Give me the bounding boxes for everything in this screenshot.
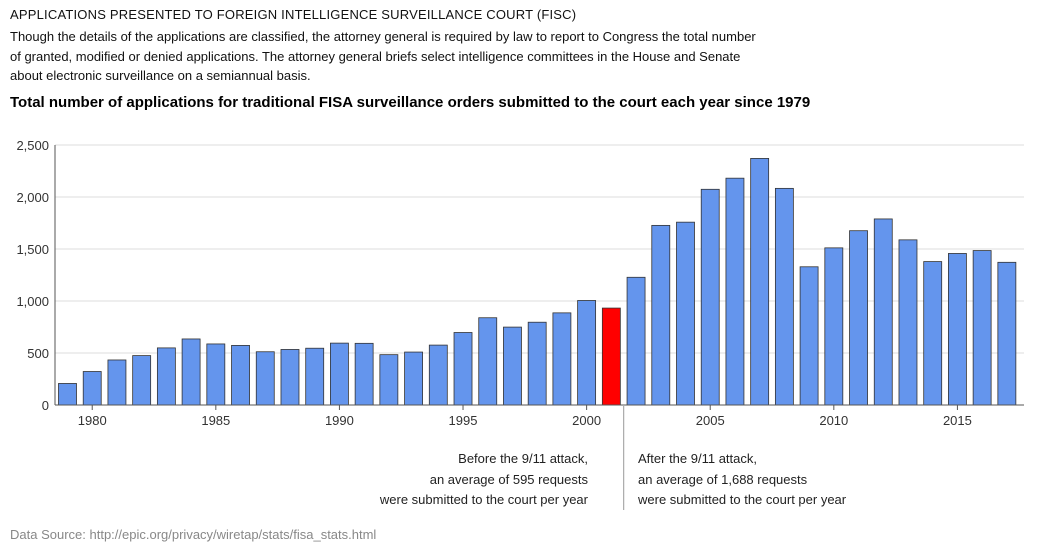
bar bbox=[132, 355, 152, 406]
annotation-line: Before the 9/11 attack, bbox=[458, 451, 588, 466]
bar bbox=[972, 250, 992, 406]
bar bbox=[453, 332, 473, 406]
annotation-before-911: Before the 9/11 attack, an average of 59… bbox=[380, 449, 588, 511]
axes: 0 500 1,000 1,500 2,000 2,500 1980 1985 1990 1995… bbox=[16, 138, 1024, 510]
x-tick-label: 2010 bbox=[819, 413, 848, 428]
bar bbox=[750, 158, 770, 406]
bar bbox=[601, 307, 621, 406]
bar bbox=[923, 261, 943, 406]
bar bbox=[280, 349, 300, 406]
x-tick-label: 2005 bbox=[696, 413, 725, 428]
bar bbox=[774, 187, 794, 406]
bar bbox=[849, 230, 868, 406]
bar bbox=[799, 266, 819, 406]
bar bbox=[428, 344, 448, 406]
bar bbox=[305, 347, 325, 406]
bar bbox=[255, 351, 275, 406]
data-source: Data Source: http://epic.org/privacy/wir… bbox=[10, 527, 377, 542]
bar bbox=[156, 347, 176, 406]
bar bbox=[181, 338, 201, 406]
bar bbox=[107, 359, 127, 406]
header-title: APPLICATIONS PRESENTED TO FOREIGN INTELL… bbox=[10, 7, 577, 22]
bar bbox=[948, 253, 967, 406]
y-tick-label: 1,500 bbox=[16, 242, 49, 257]
description-line: of granted, modified or denied applicati… bbox=[10, 48, 741, 64]
bar bbox=[552, 312, 572, 406]
bar bbox=[503, 326, 522, 406]
bar bbox=[997, 261, 1017, 406]
bar bbox=[725, 177, 745, 406]
y-tick-label: 2,500 bbox=[16, 138, 49, 153]
annotation-line: were submitted to the court per year bbox=[379, 492, 588, 507]
bar bbox=[231, 345, 250, 406]
x-tick-label: 1980 bbox=[78, 413, 107, 428]
annotation-after-911: After the 9/11 attack, an average of 1,6… bbox=[638, 449, 846, 511]
bar bbox=[651, 224, 671, 406]
bar bbox=[676, 221, 695, 406]
x-tick-label: 1995 bbox=[449, 413, 478, 428]
chart-title: Total number of applications for traditi… bbox=[10, 94, 811, 111]
bar bbox=[330, 342, 349, 406]
x-tick-label: 2015 bbox=[943, 413, 972, 428]
x-tick-label: 1990 bbox=[325, 413, 354, 428]
header-description: Though the details of the applications a… bbox=[10, 27, 850, 86]
y-tick-label: 500 bbox=[27, 346, 49, 361]
bar bbox=[898, 239, 918, 406]
bar bbox=[404, 351, 423, 406]
bar bbox=[478, 317, 498, 406]
bar bbox=[700, 188, 720, 406]
y-tick-label: 2,000 bbox=[16, 190, 49, 205]
bars bbox=[58, 158, 1017, 406]
bar bbox=[354, 342, 374, 406]
bar bbox=[379, 354, 399, 406]
description-line: about electronic surveillance on a semia… bbox=[10, 68, 311, 83]
annotation-line: an average of 595 requests bbox=[429, 471, 588, 487]
y-tick-label: 1,000 bbox=[16, 294, 49, 309]
bar bbox=[58, 383, 77, 406]
annotation-line: an average of 1,688 requests bbox=[638, 471, 808, 487]
annotation-line: After the 9/11 attack, bbox=[638, 451, 757, 466]
y-tick-label: 0 bbox=[42, 398, 49, 413]
bar bbox=[206, 343, 226, 406]
x-tick-label: 2000 bbox=[572, 413, 601, 428]
bar bbox=[577, 300, 597, 406]
x-tick-label: 1985 bbox=[201, 413, 230, 428]
bar bbox=[873, 218, 893, 406]
bar bbox=[527, 321, 547, 406]
bar bbox=[824, 247, 844, 406]
description-line: Though the details of the applications a… bbox=[10, 29, 756, 44]
bar bbox=[626, 276, 646, 406]
annotation-line: were submitted to the court per year bbox=[638, 492, 847, 507]
bar bbox=[82, 371, 102, 406]
